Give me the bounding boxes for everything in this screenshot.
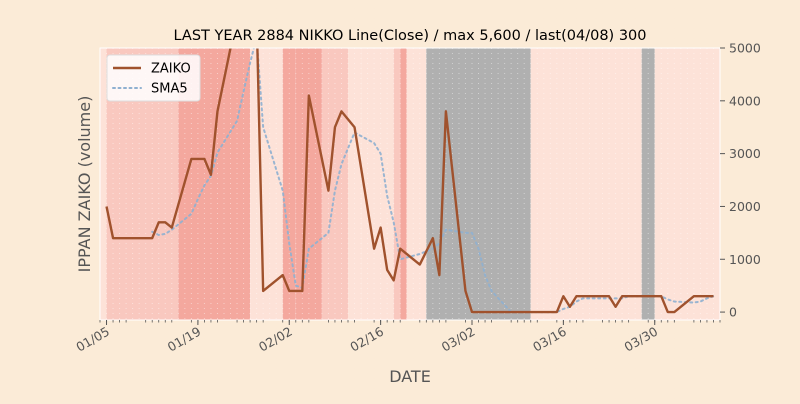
background-band-13	[530, 48, 642, 320]
legend-box	[106, 54, 201, 102]
background-band-9	[393, 48, 401, 320]
background-band-4	[282, 48, 296, 320]
y-tick-label-4: 4000	[729, 93, 761, 108]
background-band-3	[250, 48, 283, 320]
legend-label-zaiko: ZAIKO	[151, 62, 191, 77]
background-band-7	[348, 48, 362, 320]
background-band-0	[100, 48, 107, 320]
background-band-8	[361, 48, 394, 320]
x-axis-label: DATE	[389, 367, 431, 386]
y-tick-label-1: 1000	[729, 252, 761, 267]
series-line-zaiko	[105, 48, 714, 314]
y-tick-label-0: 0	[729, 305, 737, 320]
background-band-10	[400, 48, 407, 320]
series-layer	[105, 48, 715, 314]
y-tick-label-3: 3000	[729, 146, 761, 161]
background-band-11	[406, 48, 427, 320]
legend: ZAIKO SMA5	[106, 54, 201, 102]
plot-frame	[99, 47, 721, 321]
legend-label-sma5: SMA5	[151, 82, 188, 97]
y-axis-label: IPPAN ZAIKO (volume)	[75, 96, 94, 273]
y-tick-label-5: 5000	[729, 41, 761, 56]
y-tick-label-2: 2000	[729, 199, 761, 214]
background-band-5	[295, 48, 322, 320]
background-band-14	[641, 48, 655, 320]
background-band-15	[654, 48, 720, 320]
chart-title: LAST YEAR 2884 NIKKO Line(Close) / max 5…	[174, 28, 647, 44]
